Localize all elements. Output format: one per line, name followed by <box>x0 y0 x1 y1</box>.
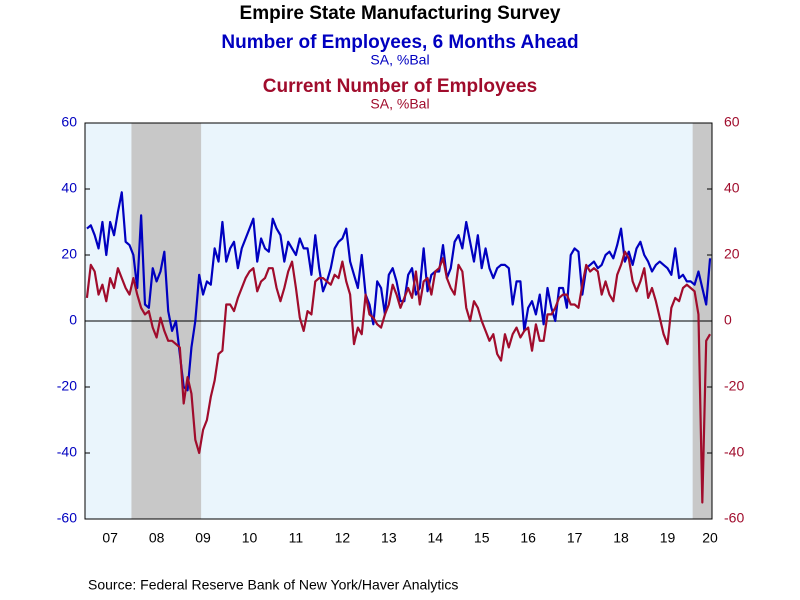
x-tick-label: 20 <box>702 530 718 546</box>
y2-tick-label: 40 <box>724 180 740 196</box>
series-line <box>86 191 712 392</box>
x-tick-label: 17 <box>567 530 583 546</box>
x-tick-label: 09 <box>195 530 211 546</box>
y-tick-label: 0 <box>69 312 77 328</box>
x-tick-label: 11 <box>289 530 304 546</box>
x-tick-label: 15 <box>474 530 490 546</box>
subtitle-units: SA, %Bal <box>370 52 429 68</box>
x-tick-label: 07 <box>102 530 118 546</box>
y2-tick-label: -20 <box>724 378 744 394</box>
x-tick-label: 13 <box>381 530 397 546</box>
y2-tick-label: 20 <box>724 246 740 262</box>
x-tick-label: 16 <box>520 530 536 546</box>
x-tick-label: 08 <box>149 530 165 546</box>
y-tick-label: 20 <box>61 246 77 262</box>
y-tick-label: 60 <box>61 114 77 130</box>
series-line <box>85 250 712 504</box>
x-tick-label: 14 <box>427 530 443 546</box>
y2-tick-label: -60 <box>724 510 744 526</box>
x-tick-label: 10 <box>242 530 258 546</box>
y2-tick-label: 60 <box>724 114 740 130</box>
y-tick-label: -60 <box>57 510 77 526</box>
subtitle: Number of Employees, 6 Months Ahead <box>221 32 578 53</box>
x-tick-label: 19 <box>660 530 676 546</box>
subtitle-units: SA, %Bal <box>370 96 429 112</box>
x-tick-label: 12 <box>335 530 351 546</box>
y-tick-label: 40 <box>61 180 77 196</box>
chart-title: Empire State Manufacturing Survey <box>240 3 561 24</box>
y2-tick-label: 0 <box>724 312 732 328</box>
plot-border <box>84 122 713 520</box>
subtitle: Current Number of Employees <box>263 76 538 97</box>
x-tick-label: 18 <box>613 530 629 546</box>
y2-tick-label: -40 <box>724 444 744 460</box>
y-tick-label: -20 <box>57 378 77 394</box>
y-tick-label: -40 <box>57 444 77 460</box>
source-note: Source: Federal Reserve Bank of New York… <box>88 577 458 593</box>
